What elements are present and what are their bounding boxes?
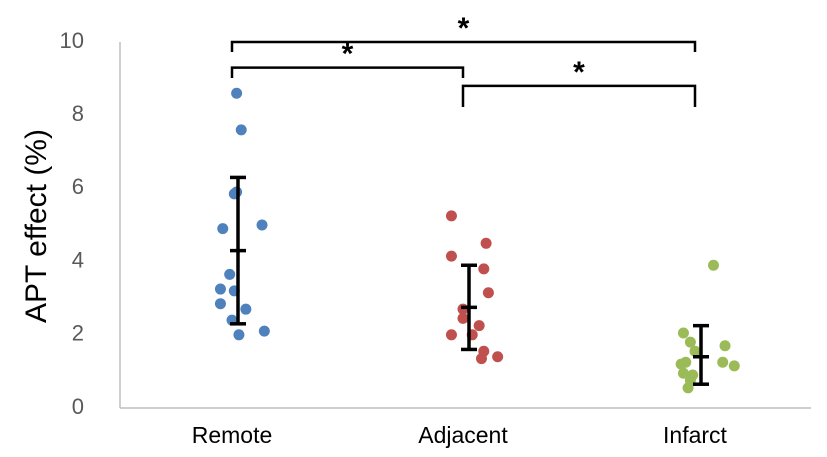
data-point <box>717 356 729 368</box>
y-tick-label: 10 <box>60 28 84 53</box>
data-point <box>224 268 236 280</box>
significance-bracket <box>230 40 697 52</box>
data-point <box>233 329 245 341</box>
data-point <box>214 298 226 310</box>
data-point <box>256 219 268 231</box>
y-tick-label: 4 <box>72 247 84 272</box>
y-tick-label: 8 <box>72 101 84 126</box>
data-point <box>258 325 270 337</box>
x-category-label: Remote <box>192 422 273 448</box>
data-point <box>445 210 457 222</box>
significance-label: * <box>458 12 470 45</box>
data-point <box>457 312 469 324</box>
data-point <box>480 237 492 249</box>
data-point <box>473 320 485 332</box>
y-tick-label: 0 <box>72 394 84 419</box>
axes: 0 2 4 6 8 10 Remote Adjacent Infarct <box>60 28 811 448</box>
data-point <box>684 336 696 348</box>
y-axis-label: APT effect (%) <box>20 129 53 323</box>
data-point <box>231 87 243 99</box>
data-point <box>445 250 457 262</box>
data-point <box>677 327 689 339</box>
data-point <box>482 287 494 299</box>
data-point <box>240 303 252 315</box>
data-points <box>214 87 740 394</box>
data-point <box>677 367 689 379</box>
data-point <box>217 223 229 235</box>
data-point <box>719 340 731 352</box>
data-point <box>680 356 692 368</box>
data-point <box>707 259 719 271</box>
data-point <box>235 124 247 136</box>
significance-label: * <box>342 38 354 71</box>
data-point <box>492 351 504 363</box>
data-point <box>689 345 701 357</box>
x-category-label: Infarct <box>663 422 728 448</box>
significance-brackets: * * * <box>230 12 697 107</box>
significance-label: * <box>573 56 585 89</box>
y-tick-label: 6 <box>72 174 84 199</box>
y-tick-label: 2 <box>72 321 84 346</box>
data-point <box>682 382 694 394</box>
data-point <box>445 329 457 341</box>
data-point <box>478 263 490 275</box>
x-category-label: Adjacent <box>418 422 508 448</box>
data-point <box>728 360 740 372</box>
significance-bracket <box>230 66 465 78</box>
data-point <box>475 353 487 365</box>
significance-bracket <box>461 84 697 107</box>
data-point <box>214 283 226 295</box>
error-bars <box>230 175 709 386</box>
